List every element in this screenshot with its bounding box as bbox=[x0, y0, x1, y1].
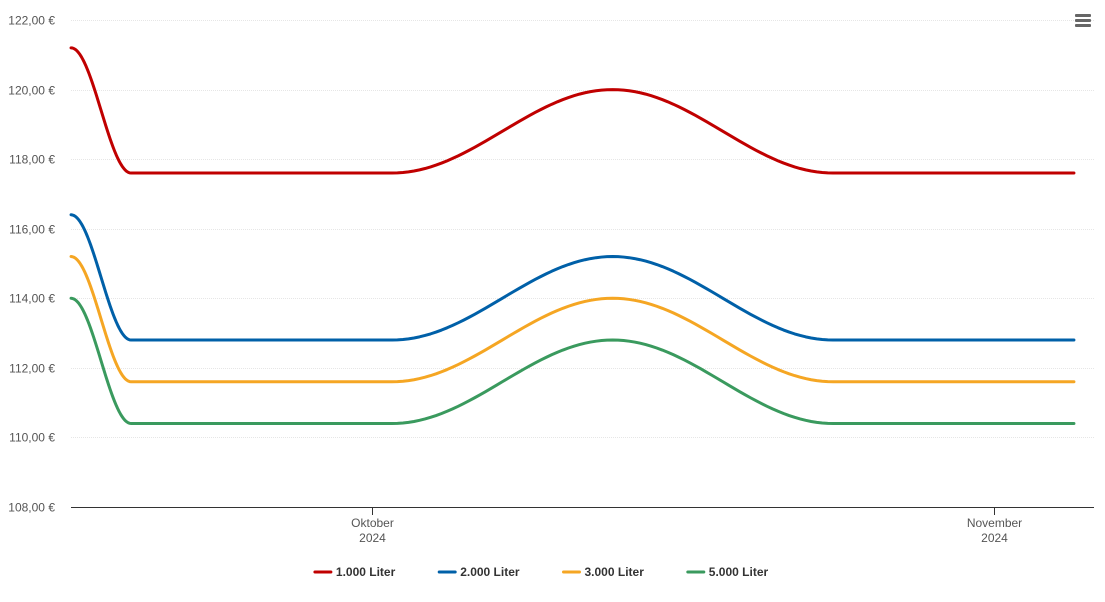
legend-item[interactable]: 1.000 Liter bbox=[313, 565, 396, 579]
series-line bbox=[69, 296, 1076, 426]
series-line bbox=[69, 46, 1076, 175]
y-tick-label: 108,00 € bbox=[8, 501, 55, 515]
legend-item[interactable]: 5.000 Liter bbox=[686, 565, 769, 579]
legend-item[interactable]: 2.000 Liter bbox=[437, 565, 520, 579]
x-tick-year: 2024 bbox=[981, 531, 1008, 545]
series-line bbox=[69, 213, 1076, 342]
hamburger-menu-icon[interactable] bbox=[1072, 10, 1094, 32]
series-line bbox=[69, 255, 1076, 384]
y-tick-label: 118,00 € bbox=[9, 153, 55, 167]
y-axis-labels: 108,00 € 110,00 € 112,00 € 114,00 € 116,00 €… bbox=[8, 14, 55, 515]
legend-label: 3.000 Liter bbox=[585, 565, 645, 579]
legend-label: 2.000 Liter bbox=[460, 565, 520, 579]
y-tick-label: 122,00 € bbox=[8, 14, 55, 28]
x-tick-year: 2024 bbox=[359, 531, 386, 545]
legend-label: 5.000 Liter bbox=[709, 565, 769, 579]
legend-label: 1.000 Liter bbox=[336, 565, 396, 579]
y-tick-label: 112,00 € bbox=[9, 362, 55, 376]
y-tick-label: 110,00 € bbox=[9, 431, 55, 445]
x-tick-label: November bbox=[967, 516, 1022, 530]
legend-item[interactable]: 3.000 Liter bbox=[562, 565, 645, 579]
grid-lines bbox=[71, 20, 1094, 438]
legend[interactable]: 1.000 Liter 2.000 Liter 3.000 Liter 5.000 L… bbox=[313, 565, 769, 579]
series-lines bbox=[69, 46, 1076, 426]
y-tick-label: 114,00 € bbox=[9, 292, 55, 306]
x-tick-label: Oktober bbox=[351, 516, 394, 530]
y-tick-label: 116,00 € bbox=[9, 223, 55, 237]
y-tick-label: 120,00 € bbox=[8, 84, 55, 98]
